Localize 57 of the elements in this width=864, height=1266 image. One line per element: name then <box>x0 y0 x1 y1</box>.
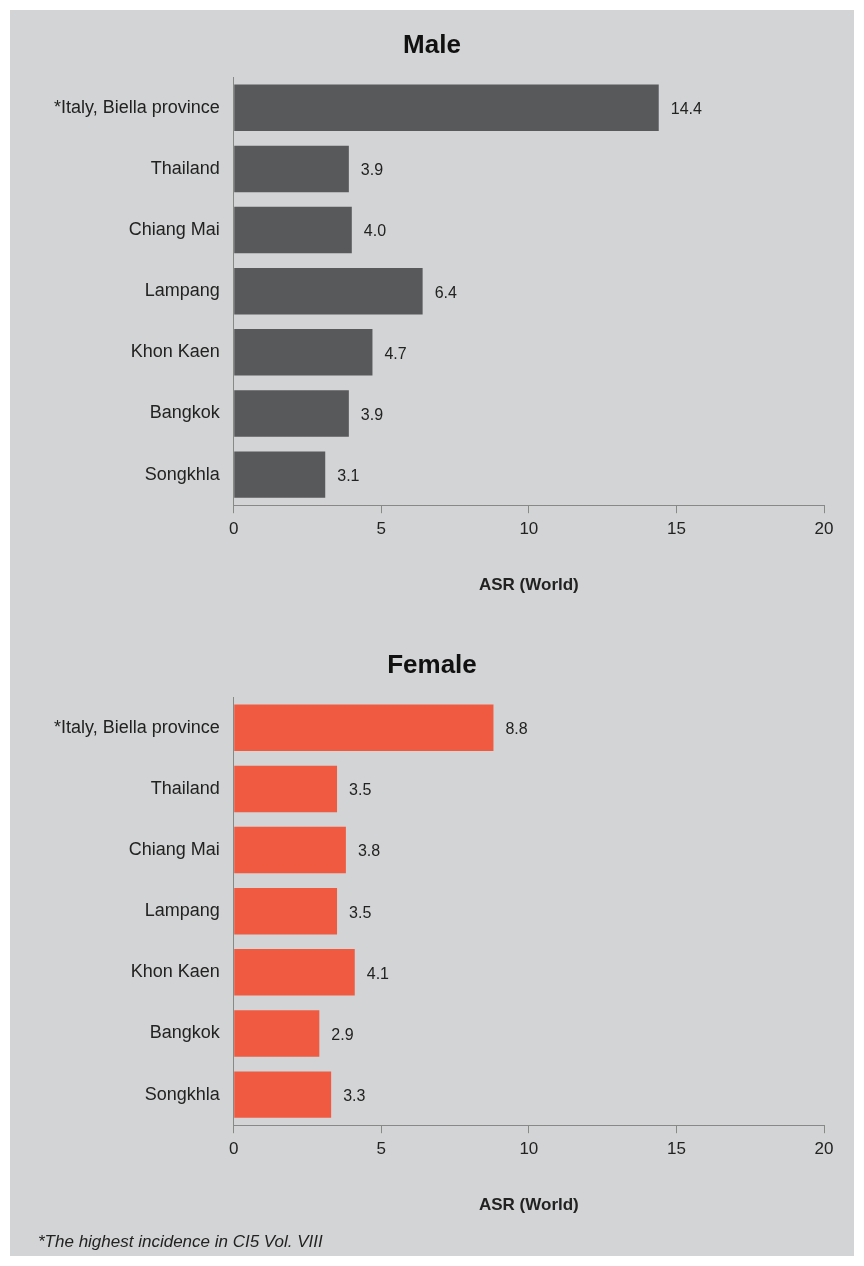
x-tick-label: 15 <box>666 1139 686 1159</box>
y-tick-label: Khon Kaen <box>130 341 220 362</box>
x-axis-title: ASR (World) <box>478 1195 579 1215</box>
y-tick-label: Thailand <box>150 157 220 178</box>
data-label: 6.4 <box>434 283 457 301</box>
x-tick-label: 0 <box>229 519 239 539</box>
bar <box>234 206 352 254</box>
bar <box>234 145 349 193</box>
data-label: 3.5 <box>349 781 372 799</box>
bar <box>234 765 338 813</box>
data-label: 2.9 <box>331 1025 354 1043</box>
bar <box>234 329 373 376</box>
bar <box>234 451 326 498</box>
y-tick-label: Lampang <box>144 900 220 921</box>
x-tick-label: 20 <box>814 519 834 539</box>
y-tick-label: Khon Kaen <box>130 961 220 982</box>
y-tick-label: Bangkok <box>149 402 221 423</box>
bar <box>234 84 659 132</box>
y-tick-label: Lampang <box>144 280 220 301</box>
bar <box>234 267 423 315</box>
x-tick-label: 0 <box>229 1139 239 1159</box>
data-label: 8.8 <box>505 720 528 738</box>
data-label: 4.0 <box>363 222 387 240</box>
bar <box>234 949 355 996</box>
data-label: 14.4 <box>670 100 702 118</box>
text: *The highest incidence in CI5 Vol. VIII <box>38 1232 323 1252</box>
y-tick-label: Songkhla <box>144 463 221 484</box>
y-tick-label: Thailand <box>150 777 220 798</box>
x-tick-label: 10 <box>519 519 539 539</box>
data-label: 3.1 <box>337 467 360 485</box>
y-tick-label: Chiang Mai <box>128 839 220 860</box>
bar <box>234 1071 332 1118</box>
data-label: 4.1 <box>366 964 390 982</box>
y-tick-label: Chiang Mai <box>128 219 220 240</box>
y-tick-label: *Italy, Biella province <box>53 96 220 117</box>
bar <box>234 704 494 752</box>
chart-title: Female <box>387 648 477 679</box>
y-tick-label: *Italy, Biella province <box>53 716 220 737</box>
x-tick-label: 5 <box>376 1139 387 1159</box>
data-label: 3.3 <box>343 1087 366 1105</box>
x-tick-label: 15 <box>666 519 686 539</box>
y-tick-label: Bangkok <box>149 1022 221 1043</box>
x-tick-label: 5 <box>376 519 387 539</box>
chart-title: Male <box>403 28 461 59</box>
data-label: 3.8 <box>357 842 381 860</box>
bar <box>234 826 346 874</box>
bar <box>234 887 338 935</box>
data-label: 4.7 <box>384 344 407 362</box>
data-label: 3.9 <box>360 405 384 423</box>
data-label: 3.9 <box>360 161 384 179</box>
bar <box>234 1010 320 1057</box>
bar <box>234 390 349 437</box>
x-tick-label: 20 <box>814 1139 834 1159</box>
x-tick-label: 10 <box>519 1139 539 1159</box>
data-label: 3.5 <box>349 903 372 921</box>
x-axis-title: ASR (World) <box>478 575 579 595</box>
y-tick-label: Songkhla <box>144 1083 221 1104</box>
